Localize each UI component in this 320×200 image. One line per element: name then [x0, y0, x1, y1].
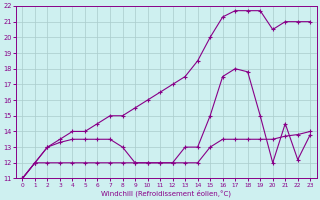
X-axis label: Windchill (Refroidissement éolien,°C): Windchill (Refroidissement éolien,°C)	[101, 189, 231, 197]
